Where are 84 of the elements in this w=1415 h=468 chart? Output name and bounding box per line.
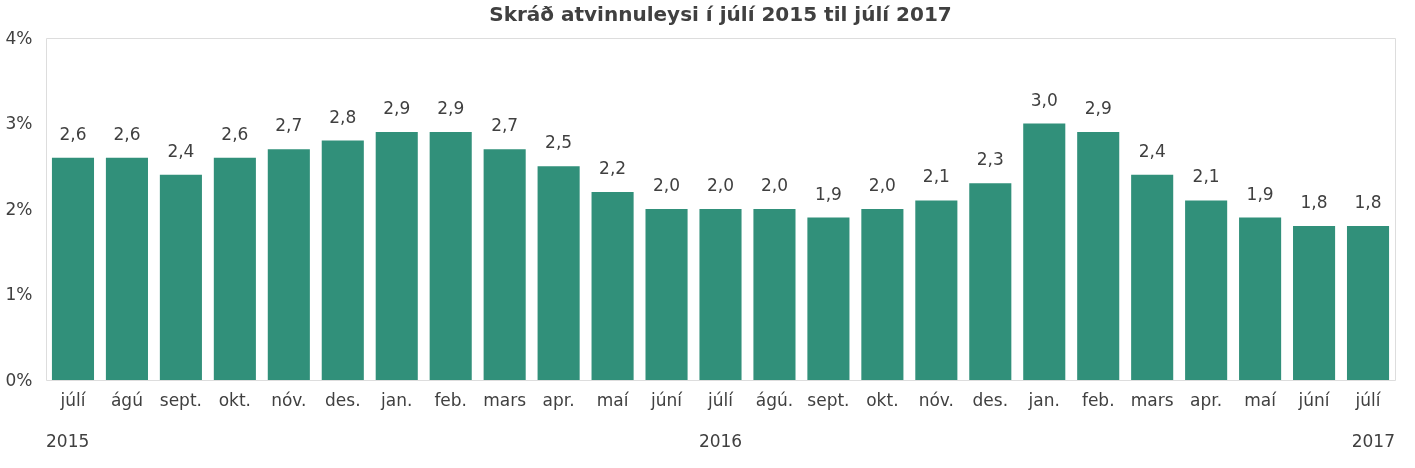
x-tick-label: júní (650, 389, 684, 410)
data-label: 1,8 (1300, 192, 1328, 213)
x-tick-label: nóv. (271, 389, 307, 410)
bar (1077, 132, 1120, 380)
x-tick-label: maí (596, 389, 630, 410)
x-tick-label: ágú (110, 389, 143, 410)
x-tick-label: sept. (807, 389, 850, 410)
x-tick-label: sept. (159, 389, 202, 410)
data-label: 2,5 (545, 132, 573, 153)
data-label: 2,0 (653, 175, 681, 195)
bar (213, 157, 256, 380)
bar (915, 200, 958, 380)
bar (483, 149, 526, 380)
bar (1185, 200, 1228, 380)
y-tick-label: 2% (5, 198, 33, 219)
bar (429, 132, 472, 380)
x-tick-label: des. (972, 389, 1009, 410)
x-tick-label: des. (325, 389, 361, 410)
x-tick-label: mars (1130, 389, 1174, 410)
bar (1131, 174, 1174, 380)
bar (321, 140, 364, 380)
bar (645, 209, 688, 380)
x-tick-label: maí (1244, 389, 1278, 410)
bar (969, 183, 1012, 380)
text: 2015 (46, 431, 90, 451)
x-tick-label: jan. (380, 389, 413, 410)
x-tick-label: júlí (1354, 389, 1382, 410)
data-label: 1,9 (1246, 183, 1274, 204)
x-tick-label: nóv. (918, 389, 954, 410)
y-tick-label: 0% (5, 369, 33, 390)
data-label: 2,0 (706, 175, 735, 195)
x-tick-label: okt. (218, 389, 252, 410)
bar (267, 149, 310, 380)
bar (1023, 123, 1066, 380)
bar (591, 191, 634, 380)
data-label: 2,7 (275, 115, 303, 136)
bar (861, 209, 904, 380)
bar (159, 174, 202, 380)
data-label: 2,4 (167, 140, 195, 161)
data-label: 2,6 (59, 123, 87, 144)
bar (1293, 226, 1336, 380)
y-tick-label: 4% (5, 27, 33, 48)
text: 2017 (1351, 431, 1395, 451)
y-tick-label: 1% (5, 284, 33, 304)
data-label: 2,9 (383, 98, 411, 119)
x-tick-label: mars (483, 389, 527, 410)
data-label: 2,3 (976, 149, 1004, 170)
data-label: 2,0 (760, 175, 788, 195)
data-label: 2,8 (329, 106, 357, 127)
data-label: 2,6 (113, 123, 141, 144)
data-label: 3,0 (1030, 89, 1058, 110)
x-tick-label: júlí (59, 389, 87, 410)
x-tick-label: ágú. (755, 389, 794, 410)
bar (537, 166, 580, 380)
bar (699, 209, 742, 380)
bar (375, 132, 418, 380)
bar (753, 209, 796, 380)
data-label: 2,4 (1138, 140, 1166, 161)
data-label: 2,9 (437, 98, 465, 119)
x-tick-label: júlí (707, 389, 735, 410)
x-tick-label: feb. (434, 389, 468, 410)
data-label: 2,0 (868, 175, 896, 195)
bar (1346, 226, 1390, 380)
bar (1239, 217, 1282, 380)
data-label: 2,2 (599, 157, 627, 178)
data-label: 1,9 (814, 183, 842, 204)
bar (807, 217, 850, 380)
bar (51, 157, 95, 380)
data-label: 2,6 (221, 123, 249, 144)
bar (105, 157, 148, 380)
data-label: 1,8 (1354, 192, 1382, 213)
text: 2016 (698, 431, 743, 451)
data-label: 2,9 (1084, 98, 1112, 119)
chart-title: Skráð atvinnuleysi í júlí 2015 til júlí 2017 (489, 2, 952, 26)
x-tick-label: apr. (542, 389, 575, 410)
x-tick-label: feb. (1081, 389, 1115, 410)
data-label: 2,7 (491, 115, 519, 136)
x-tick-label: apr. (1190, 389, 1223, 410)
x-tick-label: júní (1297, 389, 1331, 410)
x-tick-label: okt. (866, 389, 899, 410)
data-label: 2,1 (922, 166, 950, 187)
y-tick-label: 3% (5, 113, 33, 133)
x-tick-label: jan. (1027, 389, 1060, 410)
data-label: 2,1 (1192, 166, 1220, 187)
